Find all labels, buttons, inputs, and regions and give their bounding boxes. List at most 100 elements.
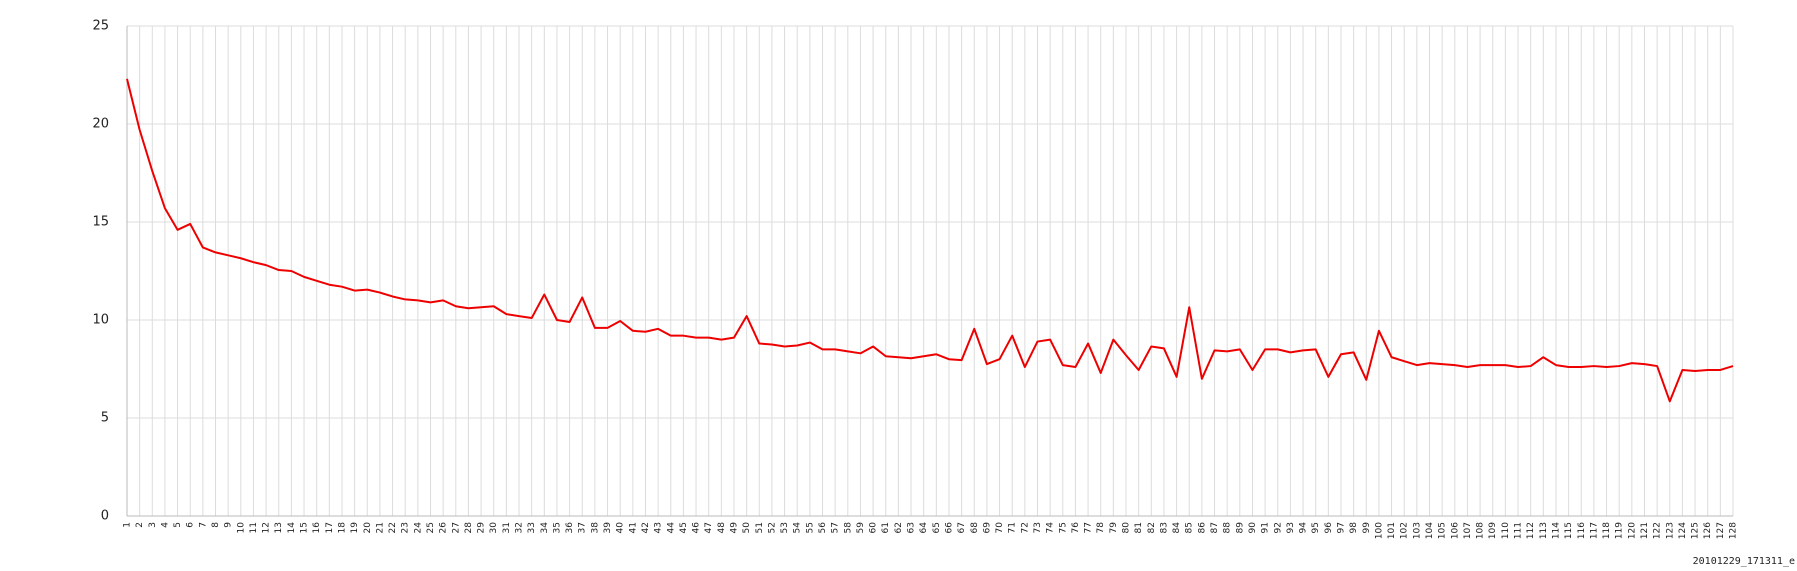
x-tick-label: 121 bbox=[1640, 522, 1650, 539]
x-tick-label: 3 bbox=[148, 522, 158, 528]
x-tick-label: 125 bbox=[1691, 522, 1701, 539]
x-tick-label: 75 bbox=[1058, 522, 1068, 533]
x-tick-label: 66 bbox=[944, 522, 954, 534]
x-tick-label: 90 bbox=[1248, 522, 1258, 534]
x-tick-label: 43 bbox=[654, 522, 664, 533]
x-tick-label: 106 bbox=[1450, 522, 1460, 539]
x-tick-label: 58 bbox=[843, 522, 853, 534]
x-tick-label: 122 bbox=[1653, 522, 1663, 539]
x-tick-label: 115 bbox=[1564, 522, 1574, 539]
x-tick-label: 84 bbox=[1172, 522, 1182, 534]
x-tick-label: 13 bbox=[274, 522, 284, 533]
x-tick-label: 54 bbox=[793, 522, 803, 534]
x-tick-label: 86 bbox=[1197, 522, 1207, 534]
x-tick-label: 95 bbox=[1311, 522, 1321, 533]
x-tick-label: 10 bbox=[236, 522, 246, 534]
x-tick-label: 50 bbox=[742, 522, 752, 534]
x-tick-label: 32 bbox=[515, 522, 525, 533]
x-tick-label: 102 bbox=[1400, 522, 1410, 539]
x-tick-label: 116 bbox=[1577, 522, 1587, 539]
x-tick-label: 73 bbox=[1033, 522, 1043, 533]
x-tick-label: 48 bbox=[717, 522, 727, 534]
x-tick-label: 67 bbox=[957, 522, 967, 533]
x-tick-label: 92 bbox=[1273, 522, 1283, 533]
y-tick-label: 5 bbox=[101, 411, 109, 426]
x-tick-label: 109 bbox=[1488, 522, 1498, 539]
x-tick-label: 117 bbox=[1589, 522, 1599, 539]
x-tick-label: 2 bbox=[135, 522, 145, 528]
x-tick-label: 128 bbox=[1729, 522, 1739, 539]
x-tick-label: 17 bbox=[325, 522, 335, 533]
x-tick-label: 6 bbox=[186, 522, 196, 528]
x-tick-label: 89 bbox=[1235, 522, 1245, 534]
x-tick-label: 27 bbox=[451, 522, 461, 533]
x-tick-label: 30 bbox=[489, 522, 499, 534]
x-tick-label: 44 bbox=[666, 522, 676, 534]
x-tick-label: 16 bbox=[312, 522, 322, 534]
x-tick-label: 26 bbox=[439, 522, 449, 534]
x-tick-label: 74 bbox=[1046, 522, 1056, 534]
x-tick-label: 111 bbox=[1514, 522, 1524, 539]
x-tick-label: 47 bbox=[704, 522, 714, 533]
y-tick-label: 0 bbox=[101, 509, 109, 524]
x-tick-label: 71 bbox=[1008, 522, 1018, 533]
x-tick-label: 34 bbox=[540, 522, 550, 534]
x-tick-label: 103 bbox=[1412, 522, 1422, 539]
x-tick-label: 28 bbox=[464, 522, 474, 534]
x-tick-label: 80 bbox=[1122, 522, 1132, 534]
x-tick-label: 61 bbox=[881, 522, 891, 533]
x-tick-label: 108 bbox=[1476, 522, 1486, 539]
x-tick-label: 81 bbox=[1134, 522, 1144, 533]
x-tick-label: 8 bbox=[211, 522, 221, 528]
x-tick-label: 124 bbox=[1678, 522, 1688, 539]
x-tick-label: 38 bbox=[590, 522, 600, 534]
x-tick-label: 69 bbox=[982, 522, 992, 534]
x-tick-label: 53 bbox=[780, 522, 790, 533]
y-tick-label: 10 bbox=[92, 313, 109, 328]
x-tick-label: 72 bbox=[1020, 522, 1030, 533]
x-tick-label: 29 bbox=[477, 522, 487, 534]
y-tick-label: 20 bbox=[92, 117, 109, 132]
x-tick-label: 105 bbox=[1438, 522, 1448, 539]
x-tick-label: 97 bbox=[1336, 522, 1346, 533]
x-tick-label: 110 bbox=[1501, 522, 1511, 539]
x-tick-label: 68 bbox=[970, 522, 980, 534]
x-tick-label: 85 bbox=[1185, 522, 1195, 533]
x-tick-label: 39 bbox=[603, 522, 613, 534]
y-tick-label: 25 bbox=[92, 19, 109, 34]
x-tick-label: 87 bbox=[1210, 522, 1220, 533]
x-tick-label: 45 bbox=[679, 522, 689, 533]
x-tick-label: 76 bbox=[1071, 522, 1081, 534]
x-tick-label: 12 bbox=[262, 522, 272, 533]
x-tick-label: 20 bbox=[363, 522, 373, 534]
x-tick-label: 5 bbox=[173, 522, 183, 528]
x-tick-label: 114 bbox=[1551, 522, 1561, 539]
x-tick-label: 57 bbox=[831, 522, 841, 533]
x-tick-label: 31 bbox=[502, 522, 512, 533]
x-tick-label: 82 bbox=[1147, 522, 1157, 533]
x-tick-label: 65 bbox=[932, 522, 942, 533]
x-tick-label: 21 bbox=[375, 522, 385, 533]
x-tick-label: 25 bbox=[426, 522, 436, 533]
x-tick-label: 94 bbox=[1299, 522, 1309, 534]
x-tick-label: 51 bbox=[755, 522, 765, 533]
x-tick-label: 107 bbox=[1463, 522, 1473, 539]
x-tick-label: 62 bbox=[894, 522, 904, 533]
x-tick-label: 93 bbox=[1286, 522, 1296, 533]
x-tick-label: 22 bbox=[388, 522, 398, 533]
x-tick-label: 96 bbox=[1324, 522, 1334, 534]
x-tick-label: 88 bbox=[1223, 522, 1233, 534]
x-tick-label: 123 bbox=[1665, 522, 1675, 539]
x-tick-label: 59 bbox=[856, 522, 866, 534]
caption: 20101229_171311_e bbox=[1693, 556, 1795, 567]
x-tick-label: 4 bbox=[160, 522, 170, 528]
x-tick-label: 36 bbox=[565, 522, 575, 534]
x-tick-label: 9 bbox=[224, 522, 234, 528]
x-tick-label: 63 bbox=[907, 522, 917, 533]
x-tick-label: 23 bbox=[401, 522, 411, 533]
x-tick-label: 49 bbox=[729, 522, 739, 534]
x-tick-label: 77 bbox=[1084, 522, 1094, 533]
x-tick-label: 1 bbox=[123, 522, 133, 528]
